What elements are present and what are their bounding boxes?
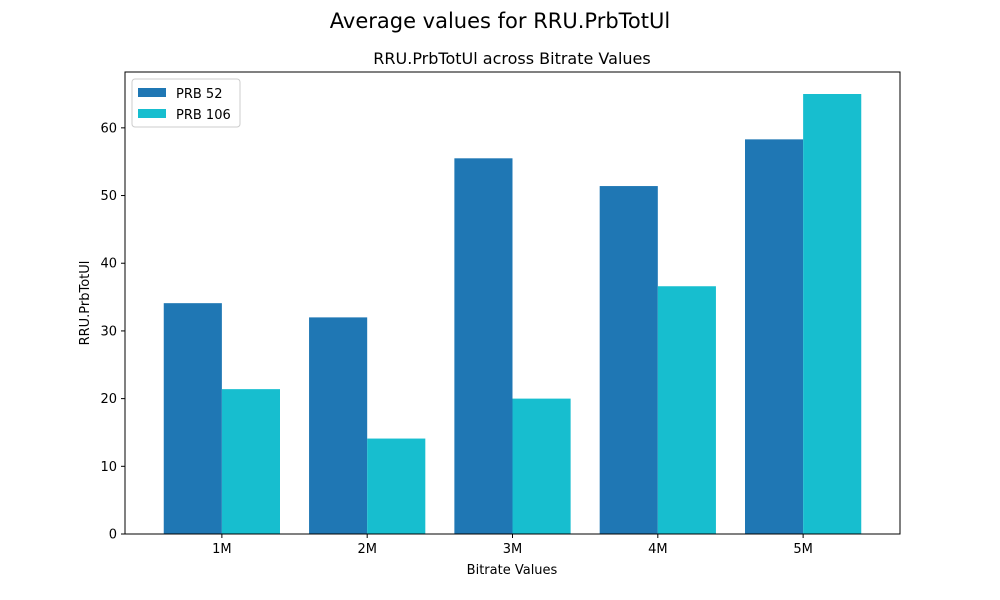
x-axis-label: Bitrate Values bbox=[467, 563, 558, 578]
x-axis: 1M 2M 3M 4M 5M bbox=[212, 534, 813, 557]
bar-prb-52-1m bbox=[163, 303, 222, 534]
legend-swatch bbox=[138, 109, 166, 118]
bar-prb-106-4m bbox=[657, 286, 716, 534]
y-tick-label: 60 bbox=[100, 121, 117, 136]
x-tick-label: 3M bbox=[503, 542, 523, 557]
y-tick-label: 10 bbox=[100, 460, 117, 475]
x-tick-label: 1M bbox=[212, 542, 232, 557]
bar-prb-106-1m bbox=[221, 389, 280, 534]
bar-prb-52-5m bbox=[745, 139, 804, 534]
y-tick-label: 50 bbox=[100, 189, 117, 204]
y-tick-label: 20 bbox=[100, 392, 117, 407]
x-tick-label: 2M bbox=[357, 542, 377, 557]
figure-title: Average values for RRU.PrbTotUl bbox=[330, 9, 670, 33]
y-axis-label: RRU.PrbTotUl bbox=[78, 261, 93, 346]
bar-prb-106-2m bbox=[367, 438, 426, 534]
y-tick-label: 30 bbox=[100, 324, 117, 339]
x-tick-label: 5M bbox=[793, 542, 813, 557]
chart-title: RRU.PrbTotUl across Bitrate Values bbox=[373, 49, 650, 68]
y-axis: 0 10 20 30 40 50 60 bbox=[100, 121, 125, 543]
bar-prb-52-3m bbox=[454, 158, 513, 535]
y-tick-label: 0 bbox=[109, 528, 117, 543]
y-tick-label: 40 bbox=[100, 257, 117, 272]
bars-layer bbox=[163, 94, 862, 535]
x-tick-label: 4M bbox=[648, 542, 668, 557]
legend: PRB 52 PRB 106 bbox=[131, 78, 241, 128]
bar-prb-106-5m bbox=[803, 94, 862, 534]
bar-prb-106-3m bbox=[512, 398, 571, 534]
bar-prb-52-2m bbox=[309, 317, 368, 534]
bar-prb-52-4m bbox=[599, 186, 658, 535]
legend-swatch bbox=[138, 88, 166, 97]
legend-label: PRB 52 bbox=[176, 87, 222, 102]
legend-label: PRB 106 bbox=[176, 108, 231, 123]
